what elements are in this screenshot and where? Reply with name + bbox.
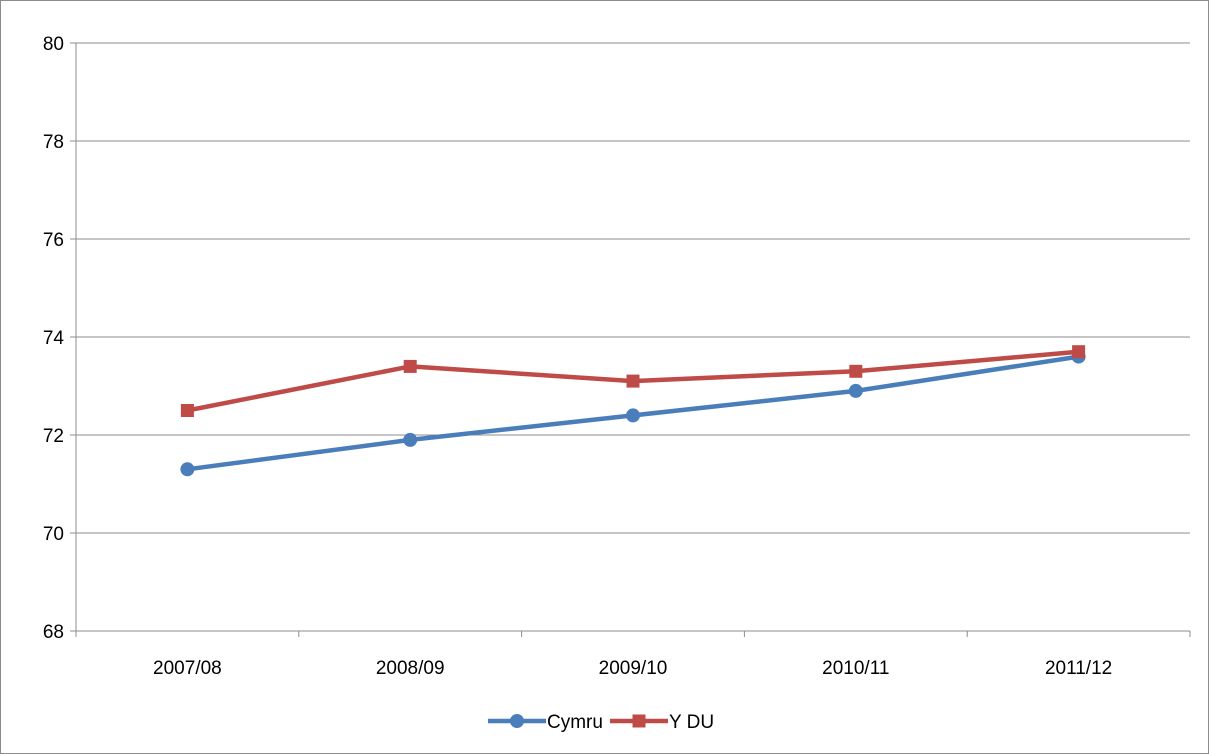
y-tick-label: 68 xyxy=(43,622,64,643)
data-point xyxy=(1072,345,1086,359)
legend-label: Cymru xyxy=(547,712,603,733)
x-tick-label: 2011/12 xyxy=(1045,658,1112,679)
x-axis-tick-labels: 2007/08 2008/09 2009/10 2010/11 2011/12 xyxy=(153,658,1112,679)
y-tick-label: 78 xyxy=(43,132,64,153)
legend-item: Y DU xyxy=(610,712,714,733)
data-point xyxy=(403,359,417,373)
legend-marker xyxy=(632,714,646,728)
data-point xyxy=(180,462,195,477)
y-tick-label: 72 xyxy=(43,426,64,447)
axes xyxy=(70,42,1191,637)
legend-item: Cymru xyxy=(488,712,603,733)
x-tick-label: 2008/09 xyxy=(376,658,445,679)
y-tick-label: 76 xyxy=(43,230,64,251)
legend: Cymru Y DU xyxy=(488,712,714,733)
y-tick-label: 80 xyxy=(43,34,64,55)
y-tick-label: 74 xyxy=(43,328,65,349)
data-point xyxy=(626,374,640,388)
data-point xyxy=(626,408,640,423)
x-tick-label: 2007/08 xyxy=(153,658,222,679)
series-cymru xyxy=(180,349,1086,477)
x-tick-label: 2009/10 xyxy=(599,658,668,679)
y-tick-label: 70 xyxy=(43,524,64,545)
x-tick-label: 2010/11 xyxy=(822,658,889,679)
y-axis-tick-labels: 68 70 72 74 76 78 80 xyxy=(43,34,65,643)
data-point xyxy=(848,383,863,398)
gridlines xyxy=(76,42,1190,534)
data-point xyxy=(180,404,194,417)
data-series xyxy=(180,345,1086,477)
data-point xyxy=(403,432,418,447)
legend-marker xyxy=(510,714,524,728)
series-y-du xyxy=(180,345,1086,417)
legend-label: Y DU xyxy=(669,712,714,733)
data-point xyxy=(849,364,863,378)
